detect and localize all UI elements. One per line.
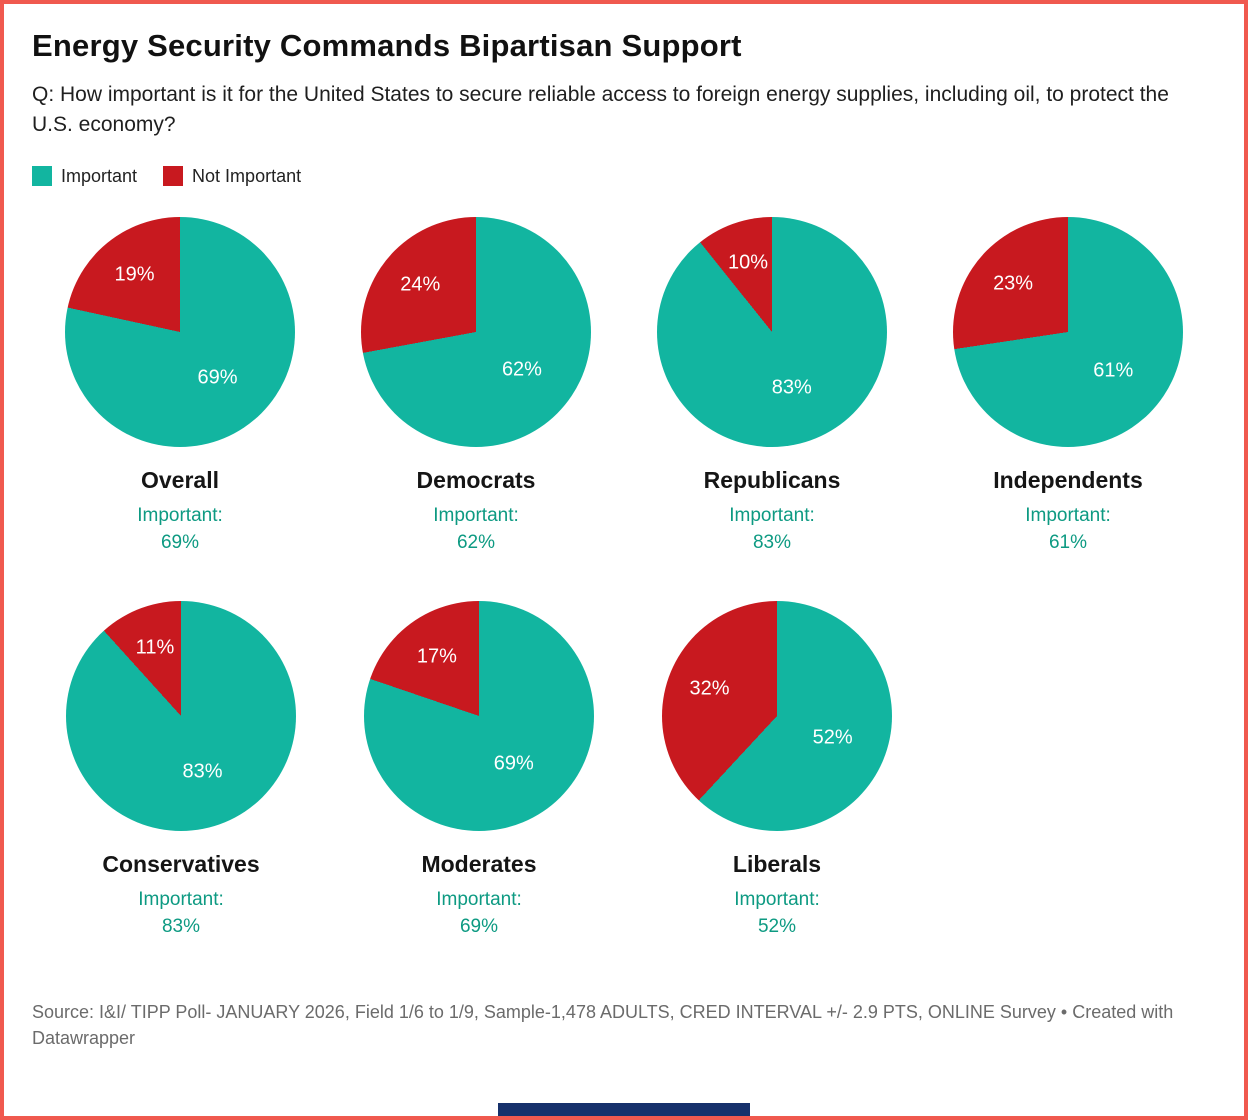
pie-caption-label: Important: (138, 888, 224, 910)
pie-cell: 23% 61% Independents Important: 61% (920, 216, 1216, 557)
page-title: Energy Security Commands Bipartisan Supp… (32, 28, 742, 63)
pie-group-name: Independents (993, 466, 1143, 493)
pie-chart: 11% 83% (66, 600, 296, 831)
pie-chart: 17% 69% (364, 600, 594, 831)
legend-item-not-important: Not Important (163, 166, 301, 187)
pie-caption: Important: 83% (138, 886, 224, 941)
pie-caption-label: Important: (436, 888, 522, 910)
pie-chart: 10% 83% (657, 216, 887, 447)
pie-label-important: 62% (501, 358, 542, 381)
pie-cell: 11% 83% Conservatives Important: 83% (32, 600, 330, 941)
pie-caption-value: 83% (752, 532, 791, 554)
pie-caption-value: 52% (757, 916, 796, 938)
legend: Important Not Important (32, 166, 1216, 187)
pie-label-not-important: 10% (727, 251, 768, 274)
pie-chart: 32% 52% (662, 600, 892, 831)
pie-label-important: 83% (771, 376, 812, 399)
pie-label-not-important: 32% (689, 677, 730, 700)
pie-caption-value: 61% (1048, 532, 1087, 554)
legend-swatch-important-icon (32, 166, 52, 187)
pie-label-not-important: 24% (400, 273, 441, 296)
pie-cell: 19% 69% Overall Important: 69% (32, 216, 328, 557)
pie-row-1: 19% 69% Overall Important: 69% 24% 62% D… (32, 216, 1216, 557)
pie-caption: Important: 69% (436, 886, 522, 941)
pie-caption: Important: 69% (137, 502, 223, 557)
pie-caption: Important: 52% (734, 886, 820, 941)
pie-label-not-important: 17% (416, 645, 457, 668)
pie-caption-value: 83% (161, 916, 200, 938)
pie-caption: Important: 83% (729, 502, 815, 557)
legend-label-not-important: Not Important (192, 165, 302, 186)
source-footer: Source: I&I/ TIPP Poll- JANUARY 2026, Fi… (32, 1001, 1174, 1048)
pie-caption-value: 69% (160, 532, 199, 554)
pie-label-important: 83% (182, 760, 223, 783)
pie-cell: 10% 83% Republicans Important: 83% (624, 216, 920, 557)
pie-caption-label: Important: (137, 504, 223, 526)
pie-group-name: Conservatives (102, 850, 260, 877)
pie-cell: 32% 52% Liberals Important: 52% (628, 600, 926, 941)
pie-group-name: Overall (141, 466, 219, 493)
pie-caption-label: Important: (1025, 504, 1111, 526)
pie-caption-value: 62% (456, 532, 495, 554)
pie-group-name: Democrats (416, 466, 536, 493)
pie-caption-label: Important: (734, 888, 820, 910)
pie-caption-label: Important: (433, 504, 519, 526)
pie-label-not-important: 11% (135, 636, 175, 659)
pie-label-important: 69% (197, 366, 238, 389)
legend-swatch-not-important-icon (163, 166, 184, 187)
pie-group-name: Liberals (732, 850, 822, 877)
pie-label-not-important: 23% (993, 272, 1034, 295)
pie-group-name: Moderates (421, 850, 537, 877)
legend-label-important: Important (61, 165, 138, 186)
pie-chart: 24% 62% (361, 216, 591, 447)
pie-caption: Important: 61% (1025, 502, 1111, 557)
pie-cell: 17% 69% Moderates Important: 69% (330, 600, 628, 941)
pie-label-important: 69% (493, 752, 534, 775)
legend-item-important: Important (32, 166, 137, 187)
pie-cell: 24% 62% Democrats Important: 62% (328, 216, 624, 557)
pie-chart: 23% 61% (953, 216, 1183, 447)
pie-group-name: Republicans (703, 466, 841, 493)
pie-caption-label: Important: (729, 504, 815, 526)
pie-label-important: 61% (1093, 359, 1134, 382)
chart-content: Energy Security Commands Bipartisan Supp… (4, 4, 1244, 1051)
pie-row-2: 11% 83% Conservatives Important: 83% 17%… (32, 600, 1216, 941)
pie-label-not-important: 19% (114, 263, 155, 286)
pie-label-important: 52% (812, 726, 853, 749)
brand-bar (498, 1103, 750, 1116)
chart-subtitle: Q: How important is it for the United St… (32, 83, 1169, 136)
pie-caption-value: 69% (459, 916, 498, 938)
pie-caption: Important: 62% (433, 502, 519, 557)
pie-chart: 19% 69% (65, 216, 295, 447)
